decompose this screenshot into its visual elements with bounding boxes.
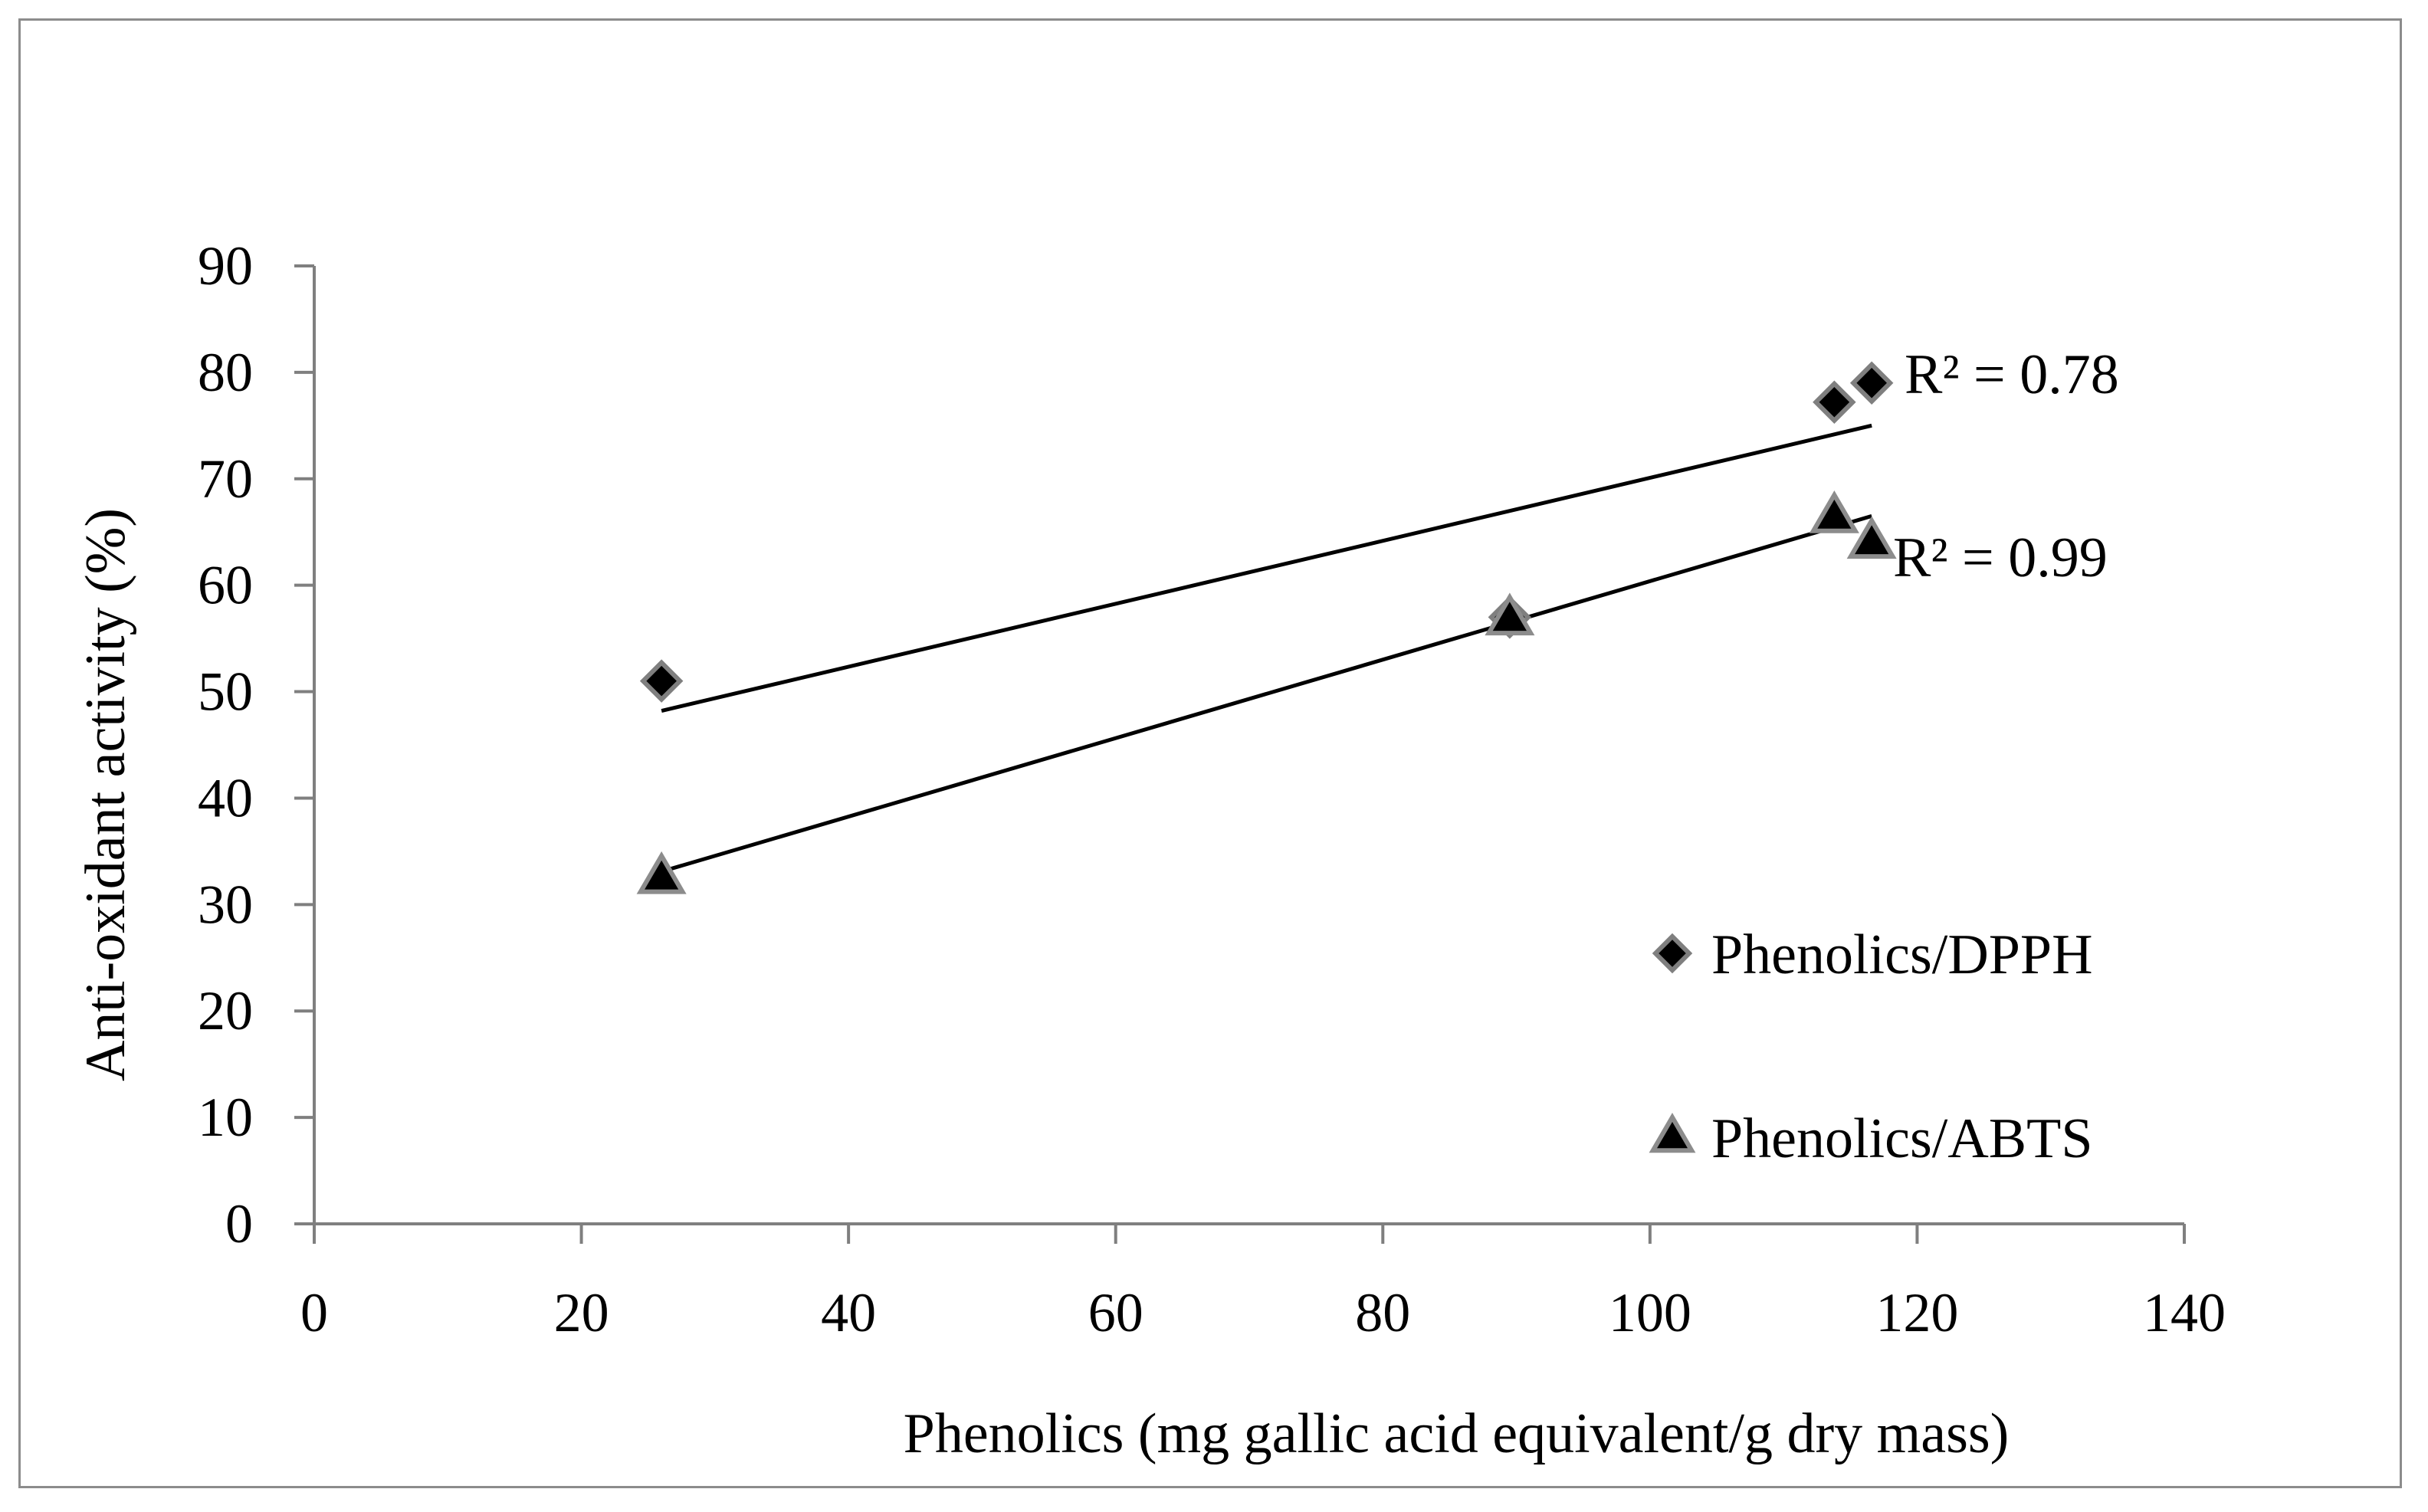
- y-tick-label-80: 80: [198, 342, 253, 403]
- dpph-point: [639, 659, 684, 703]
- chart-frame: [18, 18, 2402, 1488]
- y-axis-title: Anti-oxidant activity (%): [74, 508, 137, 1081]
- x-tick-label-80: 80: [1355, 1282, 1410, 1343]
- legend-triangle-icon: [1649, 1113, 1696, 1153]
- x-tick-label-20: 20: [554, 1282, 609, 1343]
- r2-label-abts: R² = 0.99: [1893, 526, 2108, 589]
- legend-label-dpph: Phenolics/DPPH: [1711, 923, 2093, 986]
- abts-point: [1485, 592, 1535, 636]
- trendlines: [661, 423, 1872, 874]
- y-tick-label-0: 0: [225, 1193, 253, 1255]
- r2-labels: R² = 0.78 R² = 0.99: [1893, 343, 2119, 589]
- legend-diamond-icon: [1652, 933, 1693, 974]
- y-tick-label-20: 20: [198, 980, 253, 1041]
- x-tick-label-140: 140: [2143, 1282, 2226, 1343]
- abts-point: [636, 851, 687, 894]
- y-tick-label-30: 30: [198, 874, 253, 935]
- x-tick-label-100: 100: [1609, 1282, 1691, 1343]
- x-tick-label-0: 0: [300, 1282, 328, 1343]
- abts-point: [1809, 490, 1859, 533]
- x-axis-title: Phenolics (mg gallic acid equivalent/g d…: [904, 1402, 2010, 1465]
- y-tick-label-10: 10: [198, 1087, 253, 1148]
- dpph-point: [1813, 380, 1856, 425]
- r2-label-dpph: R² = 0.78: [1905, 343, 2119, 406]
- y-tick-label-40: 40: [198, 767, 253, 828]
- y-tick-label-50: 50: [198, 661, 253, 723]
- legend-label-abts: Phenolics/ABTS: [1711, 1107, 2092, 1170]
- data-points: [636, 361, 1897, 894]
- abts-point: [1846, 516, 1897, 559]
- legend-marker-abts: [1649, 1113, 1696, 1153]
- trendline-0: [661, 423, 1872, 713]
- dpph-point: [1849, 361, 1894, 405]
- x-tick-label-60: 60: [1088, 1282, 1143, 1343]
- x-tick-label-120: 120: [1875, 1282, 1958, 1343]
- legend: Phenolics/DPPH Phenolics/ABTS: [1649, 923, 2093, 1170]
- y-tick-label-60: 60: [198, 555, 253, 616]
- axes: 0 10 20 30 40 50 60 70 80 90 0 20 40 60 80 100 120 140: [198, 235, 2226, 1343]
- x-tick-label-40: 40: [821, 1282, 876, 1343]
- legend-marker-dpph: [1652, 933, 1693, 974]
- y-tick-label-70: 70: [198, 448, 253, 510]
- trendline-1: [661, 513, 1872, 874]
- y-tick-label-90: 90: [198, 235, 253, 297]
